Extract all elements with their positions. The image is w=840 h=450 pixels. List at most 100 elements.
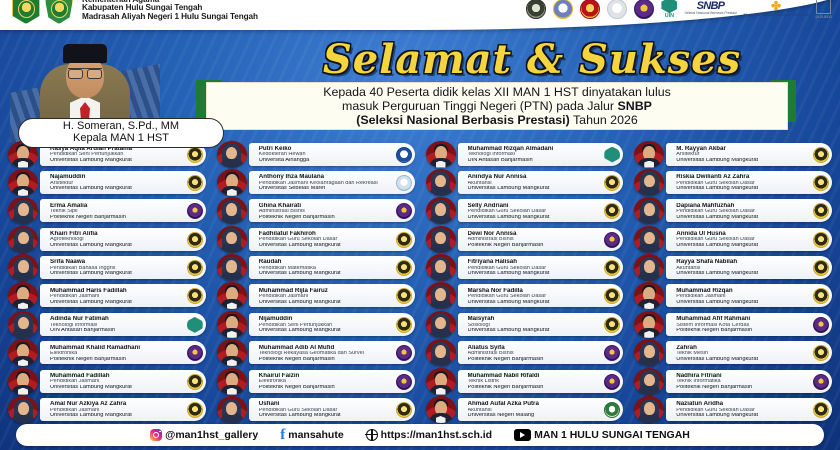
student-university: Universitas Lambung Mangkurat: [50, 157, 132, 163]
student-info-plate: Muhammad Adib Al Mufid Teknologi Rekayasa…: [248, 341, 415, 365]
university-logo-icon: [186, 203, 203, 220]
student-university: Universita Airlangga: [258, 157, 310, 163]
student-info-plate: Srifa Naawa Pendidikan Bahasa Inggris Univ…: [40, 256, 206, 280]
student-card: Rayya Shafa Nabilah Akuntansi Universitas …: [630, 254, 836, 282]
student-name: Muhammad Afif Rahmani: [676, 316, 751, 323]
university-logo-icon: [395, 402, 412, 419]
student-university: UIN Antasari Banjarmasin: [467, 157, 533, 163]
student-name: Muhammad Haris Fadillah: [50, 287, 127, 294]
student-name: Ahmad Aufal Azka Putra: [467, 401, 539, 408]
student-photo: [216, 282, 247, 310]
header-bar: Kementerian Agama Kabupaten Hulu Sungai …: [0, 0, 840, 30]
university-logo-icon: [813, 373, 829, 390]
student-card: Khairi Fitri Alifia Agroteknologi Universi…: [4, 225, 210, 253]
student-photo: [634, 367, 665, 395]
student-photo: [216, 168, 247, 196]
announcement-line-3: (Seleksi Nasional Berbasis Prestasi) Tah…: [356, 113, 638, 127]
student-major: Administrasi Bisnis: [467, 350, 514, 356]
student-photo: [216, 225, 247, 253]
student-major: Pendidikan Guru Sekolah Dasar: [676, 237, 755, 243]
student-major: Pendidikan Jasmani: [50, 294, 100, 300]
student-photo: [216, 339, 247, 367]
student-university: Politeknik Negeri Banjarmasin: [467, 242, 544, 248]
student-card: Anthony Ihza Maulana Pendidikan Jasmani K…: [213, 168, 419, 196]
university-logo-icon: [395, 203, 412, 220]
student-info-plate: Amal Nur Azkiya Az Zahra Pendidikan Jasma…: [40, 398, 206, 422]
university-logo-icon: [813, 402, 829, 419]
student-name: Nadhira Fitriani: [676, 373, 722, 379]
student-card: Ghina Khairati Administrasi Bisnis Politek…: [213, 197, 419, 225]
student-photo: [425, 282, 456, 310]
merdeka-label: Merdeka Belajar Kampus Merdeka: [743, 11, 809, 17]
student-name: Amal Nur Azkiya Az Zahra: [50, 401, 127, 408]
student-name: Riskia Dwilianti Az Zahra: [676, 174, 750, 181]
student-photo: [216, 367, 247, 395]
student-university: Politeknik Negeri Banjarmasin: [258, 214, 335, 220]
student-major: Pendidikan Jasmani: [50, 407, 100, 413]
student-major: Arsitektur: [50, 180, 74, 186]
student-major: Sistem Informasi Kota Cerdas: [676, 322, 750, 328]
student-major: Pendidikan Guru Sekolah Dasar: [258, 407, 338, 413]
uin-logo-icon: UIN: [661, 0, 678, 20]
hst-district-logo: [45, 0, 73, 24]
student-photo: [8, 282, 38, 310]
university-logo-icon: [395, 174, 412, 191]
student-major: Pendidikan Seni Pertunjukkan: [258, 322, 333, 328]
university-logo-icon: [186, 260, 203, 277]
student-major: Kedokteran Hewan: [258, 152, 306, 158]
youtube-link[interactable]: MAN 1 HULU SUNGAI TENGAH: [514, 429, 690, 441]
student-card: Nijamuddin Pendidikan Seni Pertunjukkan Un…: [213, 310, 419, 338]
university-logo-icon: [395, 260, 412, 277]
instagram-icon: [150, 429, 163, 441]
student-card: Muhammad Rijla Fairuz Pendidikan Jasmani U…: [213, 282, 419, 310]
student-card: Usfiani Pendidikan Guru Sekolah Dasar Univ…: [213, 396, 419, 424]
university-logo-icon: [395, 345, 412, 362]
student-photo: [8, 367, 38, 395]
student-info-plate: M. Rayyan Akbar Arsitektur Universitas Lam…: [666, 142, 832, 166]
student-card: Annida Ul Husna Pendidikan Guru Sekolah D…: [630, 225, 836, 253]
student-card: Naziatun Aridha Pendidikan Guru Sekolah D…: [630, 396, 836, 424]
student-name: Aliatus Syifa: [467, 344, 505, 351]
student-info-plate: Ahmad Aufal Azka Putra Akuntansi Universit…: [457, 398, 624, 422]
student-name: Muhammad Adib Al Mufid: [258, 344, 335, 351]
principal-position: Kepala MAN 1 HST: [73, 132, 169, 144]
student-major: Pendidikan Guru Sekolah Dasar: [676, 407, 755, 413]
student-major: Teknik Informatika: [676, 379, 721, 385]
organization-title: Kementerian Agama Kabupaten Hulu Sungai …: [82, 0, 258, 21]
student-info-plate: Adinda Nur Fatimah Teknologi Informasi UIN…: [40, 312, 206, 336]
student-card: M. Rayyan Akbar Arsitektur Universitas Lam…: [630, 140, 836, 168]
university-logo-icon: [813, 231, 829, 248]
announcement-box: Kepada 40 Peserta didik kelas XII MAN 1 …: [206, 82, 788, 130]
student-card: Fadhilatul Fakhiroh Pendidikan Guru Sekol…: [213, 225, 419, 253]
student-photo: [8, 339, 38, 367]
university-logo-icon: [604, 146, 621, 163]
student-major: Teknologi Informasi: [50, 322, 98, 328]
student-university: Universitas Lambung Mangkurat: [258, 271, 341, 277]
student-major: Pendidikan Guru Sekolah Dasar: [467, 265, 547, 271]
student-photo: [216, 140, 247, 168]
student-card: Raudah Pendidikan Matematika Universitas L…: [213, 254, 419, 282]
student-university: Universitas Negeri Malang: [467, 413, 535, 419]
university-badge-3-icon: [580, 0, 601, 19]
university-logo-icon: [813, 288, 829, 305]
student-photo: [634, 396, 665, 424]
student-major: Akuntansi: [467, 180, 492, 186]
student-info-plate: Rayya Shafa Nabilah Akuntansi Universitas …: [666, 256, 832, 280]
student-card: Maisyrah Sosiologi Universitas Lambung Man…: [422, 310, 628, 338]
student-major: Pendidikan Jasmani Keolahragaan dan Rekr…: [258, 180, 378, 186]
facebook-link[interactable]: f mansahute: [280, 427, 343, 443]
student-info-plate: Selly Andriani Pendidikan Guru Sekolah Da…: [457, 199, 624, 223]
student-info-plate: Najamuddin Arsitektur Universitas Lambung …: [40, 170, 206, 194]
student-card: Erma Amalia Teknik Sipil Politeknik Negeri…: [4, 197, 210, 225]
instagram-link[interactable]: @man1hst_gallery: [150, 429, 258, 441]
website-link[interactable]: https://man1hst.sch.id: [365, 428, 492, 441]
student-university: Universitas Lambung Mangkurat: [50, 186, 132, 192]
student-photo: [634, 339, 665, 367]
student-card: Muhammad Rizqan Almadani Teknologi Inform…: [422, 140, 628, 168]
student-university: Universitas Lambung Mangkurat: [676, 157, 759, 163]
student-info-plate: Muhammad Fadillah Pendidikan Jasmani Unive…: [40, 369, 206, 393]
org-line-1: Kementerian Agama: [82, 0, 258, 4]
student-university: Universitas Lambung Mangkurat: [467, 299, 550, 305]
student-info-plate: Riskia Dwilianti Az Zahra Pendidikan Guru…: [666, 170, 832, 194]
student-major: Pendidikan Guru Sekolah Dasar: [467, 294, 547, 300]
